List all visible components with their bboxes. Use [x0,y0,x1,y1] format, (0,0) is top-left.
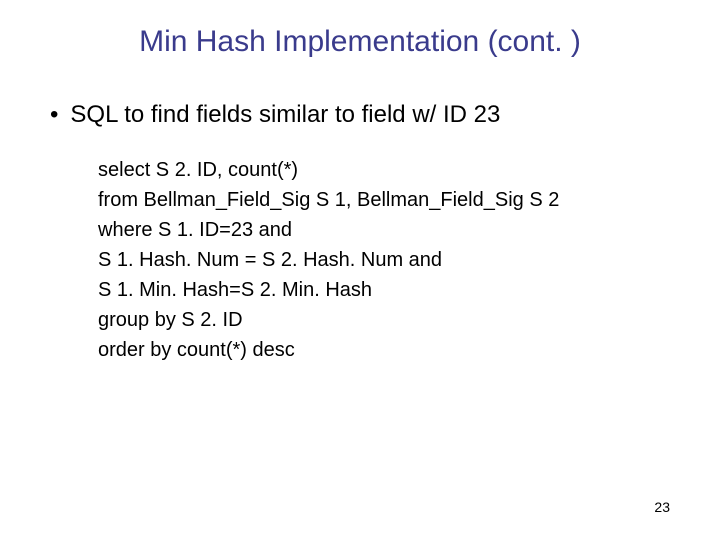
page-number: 23 [654,499,670,515]
code-line: order by count(*) desc [98,335,670,365]
bullet-marker-icon: • [50,99,58,130]
code-line: group by S 2. ID [98,305,670,335]
bullet-item: • SQL to find fields similar to field w/… [50,99,670,130]
code-line: from Bellman_Field_Sig S 1, Bellman_Fiel… [98,185,670,215]
sql-code-block: select S 2. ID, count(*) from Bellman_Fi… [98,155,670,365]
code-line: S 1. Min. Hash=S 2. Min. Hash [98,275,670,305]
slide-title: Min Hash Implementation (cont. ) [50,25,670,59]
code-line: select S 2. ID, count(*) [98,155,670,185]
code-line: where S 1. ID=23 and [98,215,670,245]
bullet-text: SQL to find fields similar to field w/ I… [70,99,500,130]
code-line: S 1. Hash. Num = S 2. Hash. Num and [98,245,670,275]
